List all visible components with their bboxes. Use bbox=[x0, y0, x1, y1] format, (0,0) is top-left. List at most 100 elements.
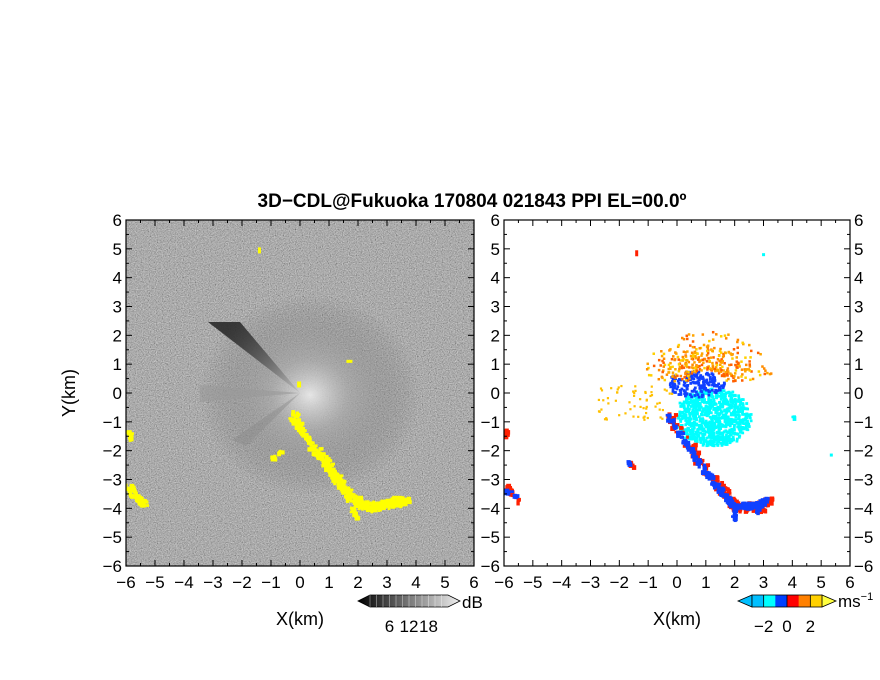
velocity-point bbox=[719, 367, 722, 370]
y-tick-label: 3 bbox=[491, 298, 500, 317]
echo-point bbox=[317, 451, 322, 456]
echo-point bbox=[337, 484, 342, 490]
velocity-point bbox=[710, 372, 714, 376]
velocity-point bbox=[739, 420, 743, 423]
velocity-point bbox=[695, 422, 699, 426]
velocity-point bbox=[712, 444, 716, 448]
velocity-point bbox=[720, 480, 725, 486]
velocity-point bbox=[690, 446, 695, 452]
velocity-point bbox=[678, 389, 682, 392]
velocity-point bbox=[700, 352, 704, 355]
velocity-point bbox=[708, 442, 712, 446]
velocity-point bbox=[743, 368, 747, 371]
velocity-point bbox=[692, 420, 696, 424]
velocity-point bbox=[745, 414, 749, 418]
velocity-point bbox=[704, 419, 708, 423]
velocity-point bbox=[731, 435, 735, 439]
velocity-point bbox=[732, 506, 737, 511]
velocity-point bbox=[701, 384, 705, 388]
velocity-point bbox=[769, 498, 773, 503]
velocity-point bbox=[693, 369, 697, 373]
velocity-point bbox=[723, 382, 726, 386]
velocity-point bbox=[706, 346, 710, 350]
velocity-point bbox=[688, 411, 691, 415]
velocity-point bbox=[734, 363, 737, 367]
velocity-point bbox=[727, 419, 731, 423]
velocity-point bbox=[727, 377, 730, 381]
velocity-point bbox=[649, 394, 652, 398]
y-tick-label-right: −6 bbox=[854, 557, 873, 576]
velocity-point bbox=[734, 418, 738, 422]
velocity-point bbox=[673, 382, 676, 386]
velocity-point bbox=[726, 489, 732, 494]
velocity-point bbox=[706, 428, 710, 431]
velocity-point bbox=[719, 425, 723, 429]
velocity-point bbox=[695, 460, 701, 466]
velocity-point bbox=[705, 360, 709, 363]
velocity-point bbox=[706, 426, 710, 430]
velocity-point bbox=[705, 354, 709, 357]
velocity-point bbox=[705, 436, 709, 440]
velocity-point bbox=[671, 380, 674, 383]
velocity-point bbox=[712, 382, 716, 386]
velocity-point bbox=[735, 503, 739, 509]
velocity-point bbox=[722, 392, 725, 396]
velocity-point bbox=[642, 416, 645, 419]
y-tick-label: −6 bbox=[481, 557, 500, 576]
velocity-point bbox=[703, 391, 707, 395]
velocity-point bbox=[717, 429, 721, 433]
left-ylabel: Y(km) bbox=[59, 369, 79, 417]
velocity-point bbox=[765, 503, 770, 508]
velocity-point bbox=[678, 410, 682, 414]
velocity-point bbox=[755, 500, 760, 506]
velocity-point bbox=[765, 498, 770, 504]
velocity-point bbox=[681, 441, 685, 445]
velocity-point bbox=[700, 369, 703, 372]
velocity-point bbox=[687, 360, 691, 364]
velocity-point bbox=[728, 391, 732, 395]
velocity-point bbox=[724, 402, 728, 406]
echo-point bbox=[361, 505, 364, 511]
velocity-point bbox=[730, 422, 734, 426]
velocity-point bbox=[665, 373, 669, 376]
velocity-point bbox=[710, 480, 716, 484]
velocity-point bbox=[718, 394, 722, 398]
velocity-point bbox=[733, 398, 737, 401]
velocity-point bbox=[695, 369, 699, 373]
velocity-point bbox=[697, 459, 703, 463]
velocity-point bbox=[737, 376, 740, 379]
velocity-point bbox=[681, 359, 685, 362]
velocity-point bbox=[707, 383, 711, 387]
velocity-point bbox=[689, 354, 693, 358]
echo-point bbox=[324, 458, 329, 464]
velocity-point bbox=[720, 368, 723, 372]
velocity-point bbox=[733, 406, 737, 409]
echo-point bbox=[363, 505, 368, 511]
velocity-point bbox=[663, 378, 667, 382]
velocity-point bbox=[713, 422, 717, 426]
velocity-point bbox=[734, 415, 738, 419]
velocity-point bbox=[681, 377, 684, 381]
velocity-point bbox=[683, 407, 687, 411]
velocity-point bbox=[714, 391, 718, 395]
velocity-point bbox=[725, 373, 729, 376]
velocity-point bbox=[745, 509, 749, 513]
velocity-point bbox=[669, 381, 673, 385]
y-tick-label-right: −4 bbox=[854, 499, 873, 518]
velocity-point bbox=[701, 421, 704, 425]
velocity-point bbox=[671, 371, 675, 374]
velocity-point bbox=[706, 352, 710, 355]
velocity-point bbox=[733, 399, 736, 403]
velocity-point bbox=[725, 437, 729, 441]
velocity-point bbox=[610, 387, 613, 390]
velocity-point bbox=[680, 417, 684, 421]
velocity-point bbox=[600, 389, 604, 392]
y-tick-label: 6 bbox=[113, 211, 122, 230]
velocity-point bbox=[742, 342, 745, 346]
echo-point bbox=[301, 423, 304, 427]
velocity-point bbox=[680, 364, 684, 368]
colorbar-velocity-tick-label: 0 bbox=[782, 617, 791, 636]
echo-point bbox=[336, 478, 341, 482]
velocity-point bbox=[684, 372, 687, 376]
velocity-point bbox=[644, 411, 648, 415]
